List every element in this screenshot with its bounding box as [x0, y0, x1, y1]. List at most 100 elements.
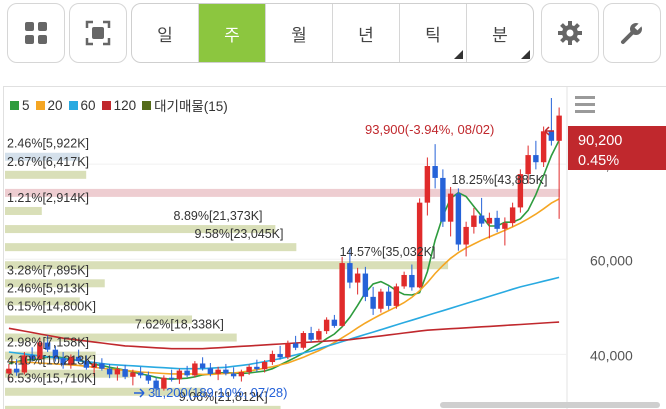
- candle-body: [207, 368, 214, 374]
- tab-year[interactable]: 년: [333, 4, 400, 62]
- candle-body: [393, 286, 400, 306]
- candle-body: [52, 349, 59, 359]
- chart-legend: 5 20 60 120 대기매물(15): [10, 95, 228, 115]
- max-price-label: 93,900(-3.94%, 08/02): [365, 122, 494, 137]
- candle-body: [83, 361, 90, 368]
- candle-body: [331, 319, 338, 326]
- candle-body: [316, 331, 322, 340]
- candle-body: [254, 366, 260, 370]
- menu-icon: [575, 110, 595, 113]
- volume-profile-bar: [5, 243, 297, 252]
- candle-body: [347, 263, 353, 283]
- legend-item-ma5: 5: [10, 98, 30, 113]
- ma-line-120: [8, 321, 560, 350]
- candle-body: [230, 373, 237, 377]
- legend-label: 120: [113, 97, 137, 113]
- candle-body: [416, 202, 423, 288]
- candle-body: [106, 368, 113, 375]
- candle-body: [145, 375, 152, 381]
- volume-profile-label: 8.89%[21,373K]: [174, 209, 263, 223]
- current-price-box: [568, 126, 666, 170]
- tab-day[interactable]: 일: [132, 4, 199, 62]
- ma-line-60: [8, 276, 560, 370]
- current-price-value: 90,200: [578, 133, 622, 149]
- volume-profile-label: 14.57%[35,032K]: [340, 245, 436, 259]
- legend-label: 20: [47, 97, 63, 113]
- current-price-change: 0.45%: [578, 153, 619, 169]
- volume-profile-label: 2.98%[7,158K]: [7, 336, 89, 350]
- legend-swatch: [101, 100, 111, 110]
- candle-body: [385, 291, 392, 306]
- candle-body: [168, 377, 175, 380]
- volume-profile-bar: [5, 279, 105, 288]
- volume-profile-bar: [5, 225, 276, 234]
- volume-profile-label: 6.53%[15,710K]: [7, 372, 96, 386]
- candle-body: [517, 174, 524, 208]
- legend-item-ma20: 20: [35, 97, 63, 113]
- volume-profile-bar: [5, 315, 193, 324]
- legend-label: 5: [22, 97, 30, 113]
- legend-item-ma60: 60: [68, 97, 96, 113]
- candle-body: [471, 215, 477, 227]
- menu-icon: [575, 103, 595, 106]
- candle-body: [37, 342, 43, 360]
- chart-scrollbar[interactable]: [440, 402, 660, 408]
- legend-swatch: [35, 100, 45, 110]
- candle-body: [556, 115, 562, 141]
- candle-body: [370, 296, 376, 309]
- volume-profile-label: 7.62%[18,338K]: [135, 318, 224, 332]
- candle-body: [153, 380, 159, 389]
- volume-profile-label: 3.28%[7,895K]: [7, 263, 89, 277]
- candle-body: [548, 131, 555, 141]
- volume-profile-bar: [5, 387, 204, 396]
- candle-body: [432, 166, 438, 178]
- candle-body: [525, 155, 531, 175]
- tab-minute-label: 분: [492, 25, 508, 46]
- candle-body: [75, 356, 82, 362]
- candle-body: [300, 333, 307, 348]
- candle-body: [540, 131, 547, 163]
- tab-tick[interactable]: 틱: [400, 4, 467, 62]
- candle-body: [13, 368, 20, 373]
- legend-swatch: [10, 100, 19, 110]
- dropdown-corner-icon: [521, 50, 530, 59]
- period-tabs: 일 주 월 년 틱 분: [131, 3, 534, 63]
- settings-button[interactable]: [541, 3, 599, 63]
- legend-label: 60: [80, 97, 96, 113]
- legend-label: 대기매물(15): [154, 99, 228, 114]
- candle-body: [308, 333, 314, 340]
- candle-body: [533, 155, 539, 163]
- candle-body: [215, 369, 221, 374]
- dropdown-corner-icon: [454, 50, 463, 59]
- legend-swatch: [142, 100, 152, 110]
- candle-body: [494, 217, 500, 229]
- tab-minute[interactable]: 분: [467, 4, 533, 62]
- candle-body: [292, 343, 299, 348]
- legend-swatch: [68, 100, 78, 110]
- tab-month[interactable]: 월: [266, 4, 333, 62]
- volume-profile-bar: [5, 188, 560, 197]
- candle-body: [137, 372, 144, 376]
- min-arrow-icon: [134, 388, 145, 398]
- candle-body: [269, 353, 276, 363]
- max-arrow-icon: [544, 126, 554, 136]
- candle-body: [323, 319, 330, 332]
- candle-body: [99, 363, 105, 369]
- tab-week[interactable]: 주: [199, 4, 266, 62]
- candle-body: [339, 263, 345, 326]
- tools-button[interactable]: [603, 3, 661, 63]
- candle-body: [246, 366, 252, 373]
- volume-profile-label: 9.58%[23,045K]: [195, 227, 284, 241]
- gear-icon: [558, 21, 582, 45]
- candle-body: [440, 177, 446, 222]
- legend-item-ma120: 120: [101, 97, 137, 113]
- candle-body: [184, 370, 190, 376]
- volume-profile-bar: [5, 152, 80, 161]
- grid-button[interactable]: [7, 3, 65, 63]
- screen-capture-button[interactable]: [69, 3, 127, 63]
- min-price-label: 31,200(189.10%, 07/28): [148, 385, 288, 400]
- volume-profile-bar: [5, 405, 281, 409]
- candle-body: [354, 273, 361, 283]
- candle-body: [122, 369, 128, 377]
